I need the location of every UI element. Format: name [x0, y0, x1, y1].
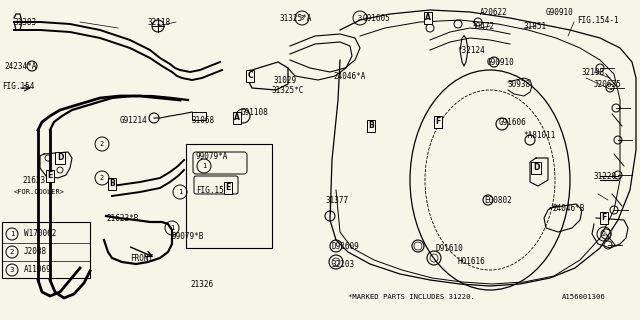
Text: 31325*A: 31325*A [280, 14, 312, 23]
Text: F: F [602, 213, 607, 222]
Text: 31851: 31851 [524, 22, 547, 31]
Text: G91214: G91214 [120, 116, 148, 125]
Text: 31325*C: 31325*C [272, 86, 305, 95]
Text: *32124: *32124 [457, 46, 484, 55]
Text: *MARKED PARTS INCLUDES 31220.: *MARKED PARTS INCLUDES 31220. [348, 294, 475, 300]
Text: 30938: 30938 [508, 80, 531, 89]
Text: G90910: G90910 [546, 8, 573, 17]
Text: 99079*B: 99079*B [172, 232, 204, 241]
Text: A20622: A20622 [480, 8, 508, 17]
Text: 2: 2 [100, 141, 104, 147]
Text: A: A [425, 13, 431, 22]
Text: G90910: G90910 [487, 58, 515, 67]
Text: 31383: 31383 [14, 18, 37, 27]
Bar [192, 112, 206, 120]
Text: 24234*A: 24234*A [4, 62, 36, 71]
Text: 1: 1 [178, 189, 182, 195]
Text: 21326: 21326 [190, 280, 213, 289]
Text: J2088: J2088 [24, 247, 47, 257]
Text: 2: 2 [10, 249, 14, 255]
Text: 1: 1 [170, 225, 174, 231]
Text: E: E [225, 183, 230, 193]
Bar [2, 222, 90, 278]
Text: FIG.154: FIG.154 [2, 82, 35, 91]
Text: B: B [109, 180, 115, 188]
Text: 24046*A: 24046*A [333, 72, 365, 81]
Text: C: C [247, 71, 253, 81]
Text: 1: 1 [10, 231, 14, 237]
Text: J20635: J20635 [594, 80, 621, 89]
Text: 31068: 31068 [191, 116, 214, 125]
Text: 32118: 32118 [148, 18, 171, 27]
Text: D92609: D92609 [331, 242, 359, 251]
Text: 21623*B: 21623*B [106, 214, 138, 223]
Text: FIG.154: FIG.154 [196, 186, 228, 195]
Text: 2: 2 [602, 231, 606, 237]
Text: 3: 3 [300, 15, 304, 21]
Text: E00802: E00802 [484, 196, 512, 205]
Text: A156001306: A156001306 [562, 294, 605, 300]
Text: 30472: 30472 [472, 22, 495, 31]
Text: FIG.154-1: FIG.154-1 [577, 16, 619, 25]
Text: F: F [435, 117, 440, 126]
Text: 99079*A: 99079*A [196, 152, 228, 161]
Text: G91108: G91108 [241, 108, 269, 117]
Text: *A81011: *A81011 [523, 131, 556, 140]
Text: 32103: 32103 [331, 260, 354, 269]
Text: A11069: A11069 [24, 266, 52, 275]
Text: 31029: 31029 [274, 76, 297, 85]
Text: E: E [47, 172, 52, 180]
Text: G91606: G91606 [499, 118, 527, 127]
Text: 3: 3 [358, 15, 362, 21]
Text: 24046*B: 24046*B [552, 204, 584, 213]
Text: G91605: G91605 [363, 14, 391, 23]
Text: 3: 3 [10, 267, 14, 273]
Text: 2: 2 [100, 175, 104, 181]
Text: 31377: 31377 [326, 196, 349, 205]
Text: A: A [234, 114, 240, 123]
Text: <FOR.COOLER>: <FOR.COOLER> [14, 189, 65, 195]
Text: 32198: 32198 [582, 68, 605, 77]
Text: 1: 1 [202, 163, 206, 169]
Text: 31220: 31220 [594, 172, 617, 181]
Text: D91610: D91610 [436, 244, 464, 253]
Text: D: D [57, 154, 63, 163]
Text: B: B [368, 122, 374, 131]
Text: FRONT: FRONT [130, 254, 153, 263]
Text: W170062: W170062 [24, 229, 56, 238]
Text: 21623*A: 21623*A [22, 176, 54, 185]
Text: H01616: H01616 [457, 257, 484, 266]
Text: D: D [533, 164, 539, 172]
